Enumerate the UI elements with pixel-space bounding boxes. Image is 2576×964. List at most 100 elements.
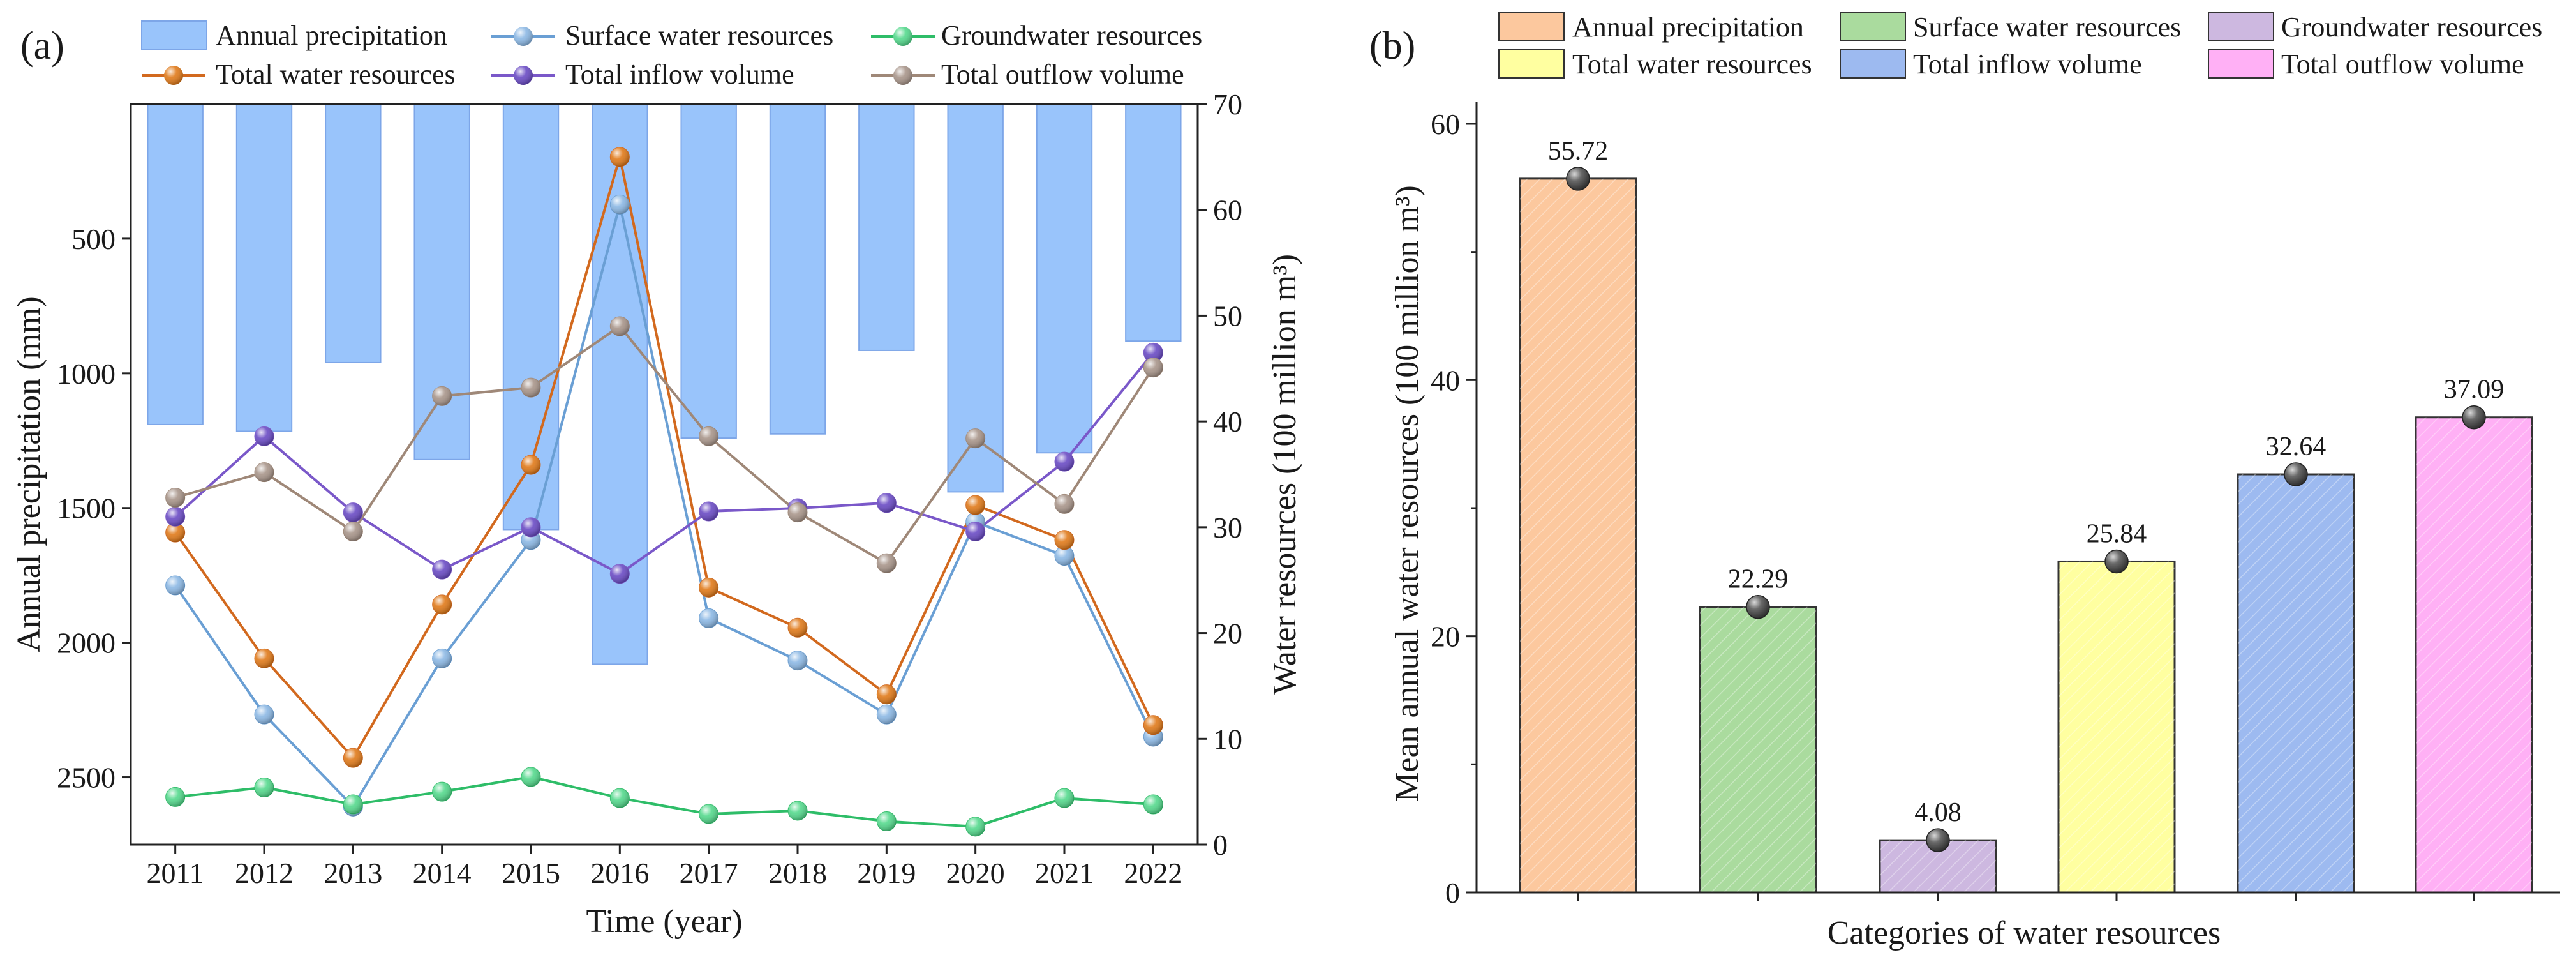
series-point — [1143, 715, 1163, 735]
value-marker — [1746, 594, 1770, 619]
series-point — [165, 487, 186, 508]
series-line — [174, 204, 1155, 809]
right-tick-label: 0 — [1213, 829, 1228, 861]
y-tick-label: 0 — [1445, 877, 1460, 909]
series-line — [175, 324, 1155, 565]
point-shine — [1143, 715, 1163, 735]
point-shine — [521, 378, 540, 398]
chart-b: 55.72 22.29 4.08 25.84 32.64 37.09 0 20 40 60 Ca… — [1389, 11, 2560, 951]
precip-bar — [235, 103, 293, 432]
point-shine — [877, 705, 897, 725]
legend-marker-outflow-shine — [893, 66, 912, 85]
category-bar-hatch — [2059, 561, 2175, 892]
b-legend-label: Groundwater resources — [2281, 11, 2542, 43]
point-shine — [255, 426, 274, 446]
point-shine — [1055, 788, 1074, 808]
x-tick-label: 2012 — [235, 857, 294, 889]
point-shine — [699, 804, 718, 824]
point-shine — [1055, 452, 1074, 472]
series-point — [432, 386, 452, 406]
series-point — [432, 781, 452, 802]
precip-bar — [1036, 103, 1093, 454]
series-point — [787, 651, 808, 671]
a-legend-label: Groundwater resources — [941, 20, 1202, 51]
value-marker — [2104, 549, 2129, 574]
legend-swatch-outflow — [2208, 49, 2274, 79]
a-x-axis-title: Time (year) — [586, 903, 742, 940]
category-bar-hatch — [1520, 178, 1636, 892]
data-label: 32.64 — [2266, 432, 2327, 462]
series-line — [174, 156, 1155, 760]
point-shine — [343, 795, 363, 815]
x-tick-label: 2011 — [147, 857, 204, 889]
point-shine — [1055, 494, 1074, 514]
series-point — [432, 594, 452, 615]
series-point — [432, 648, 452, 668]
point-shine — [788, 651, 807, 670]
point-shine — [877, 684, 897, 704]
series-point — [521, 455, 541, 475]
series-point — [343, 521, 363, 541]
b-legend-label: Total outflow volume — [2281, 49, 2524, 80]
legend-marker-groundwater-shine — [893, 27, 912, 46]
point-shine — [699, 578, 718, 598]
value-marker — [2462, 405, 2486, 430]
point-shine — [877, 811, 897, 831]
precip-bar — [858, 103, 915, 351]
series-point — [254, 778, 274, 798]
data-label: 55.72 — [1548, 137, 1609, 166]
point-shine — [165, 576, 185, 595]
series-point — [787, 502, 808, 523]
series-point — [1143, 342, 1163, 363]
point-shine — [610, 317, 630, 336]
series-point — [876, 553, 897, 573]
category-bar-hatch — [2238, 474, 2354, 892]
series-point — [609, 316, 630, 336]
series-point — [521, 767, 541, 787]
b-legend-label: Total water resources — [1572, 49, 1812, 80]
data-label: 37.09 — [2444, 375, 2505, 405]
a-plot-frame — [130, 103, 1199, 846]
x-tick-label: 2015 — [502, 857, 560, 889]
series-line — [175, 775, 1154, 828]
value-marker — [2284, 462, 2308, 486]
series-point — [787, 801, 808, 821]
point-shine — [965, 522, 985, 541]
series-point — [343, 794, 363, 815]
series-point — [343, 748, 363, 768]
left-tick-label: 1500 — [57, 492, 115, 525]
series-point — [521, 377, 541, 398]
point-shine — [165, 488, 185, 508]
precip-bar — [769, 103, 826, 435]
point-shine — [699, 426, 718, 446]
series-point — [254, 704, 274, 725]
point-shine — [521, 767, 540, 787]
series-point — [965, 495, 986, 515]
a-legend: Annual precipitation Surface water resou… — [141, 20, 1202, 90]
b-x-axis-title: Categories of water resources — [1828, 915, 2221, 951]
point-shine — [165, 507, 185, 527]
point-shine — [255, 649, 274, 668]
point-shine — [788, 502, 807, 522]
x-tick-label: 2013 — [324, 857, 382, 889]
point-shine — [165, 787, 185, 807]
right-tick-label: 40 — [1213, 405, 1242, 438]
left-tick-label: 1000 — [57, 358, 115, 390]
series-point — [1143, 794, 1163, 815]
data-label: 4.08 — [1914, 798, 1962, 827]
legend-swatch-inflow — [1840, 49, 1906, 79]
point-shine — [1055, 546, 1074, 566]
point-shine — [610, 788, 630, 808]
legend-swatch-surface — [1840, 12, 1906, 41]
legend-marker-inflow-shine — [514, 66, 533, 85]
category-bar-hatch — [1700, 606, 1816, 892]
a-left-axis: 500 1000 1500 2000 2500 — [57, 223, 131, 794]
b-legend-label: Annual precipitation — [1572, 11, 1804, 43]
legend-swatch-annual-precipitation — [141, 20, 207, 50]
point-shine — [965, 495, 985, 515]
point-shine — [610, 195, 630, 215]
point-shine — [343, 502, 363, 522]
point-shine — [432, 560, 452, 580]
point-shine — [521, 517, 540, 537]
series-point — [1054, 546, 1075, 566]
